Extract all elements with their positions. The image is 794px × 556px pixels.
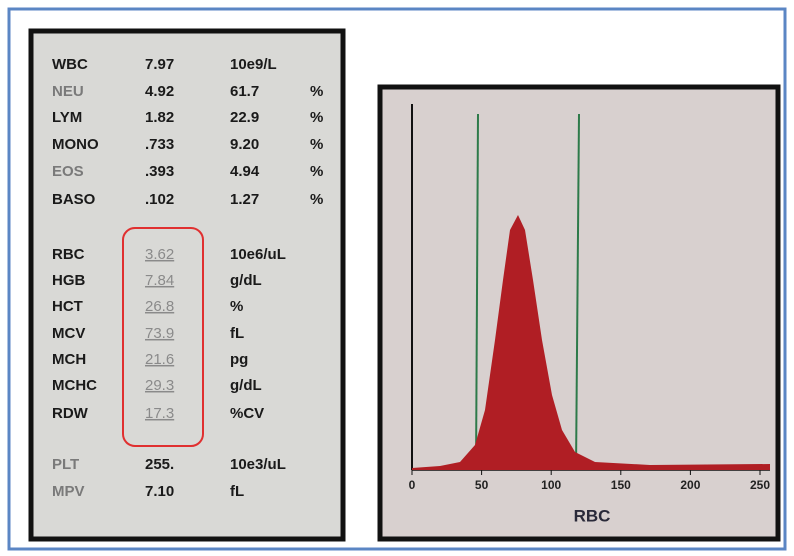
x-tick-label: 200	[680, 478, 700, 492]
x-tick-label: 100	[541, 478, 561, 492]
report-cell: %	[310, 83, 323, 100]
report-cell: 7.10	[145, 483, 174, 500]
report-cell: .393	[145, 163, 174, 180]
report-cell: 10e3/uL	[230, 456, 286, 473]
report-cell: MCV	[52, 325, 85, 342]
report-cell: WBC	[52, 56, 88, 73]
report-cell: 3.62	[145, 246, 174, 263]
x-tick-label: 150	[611, 478, 631, 492]
report-cell: .102	[145, 191, 174, 208]
report-cell: %	[230, 298, 243, 315]
report-cell: 9.20	[230, 136, 259, 153]
report-cell: MCHC	[52, 377, 97, 394]
x-tick-label: 50	[475, 478, 489, 492]
report-cell: 21.6	[145, 351, 174, 368]
x-tick-label: 0	[409, 478, 416, 492]
report-cell: 26.8	[145, 298, 174, 315]
report-cell: RBC	[52, 246, 85, 263]
report-cell: pg	[230, 351, 248, 368]
report-cell: HCT	[52, 298, 83, 315]
report-cell: 255.	[145, 456, 174, 473]
report-cell: NEU	[52, 83, 84, 100]
report-cell: .733	[145, 136, 174, 153]
report-cell: %	[310, 136, 323, 153]
report-cell: MCH	[52, 351, 86, 368]
report-cell: HGB	[52, 272, 86, 289]
report-cell: 7.97	[145, 56, 174, 73]
report-cell: g/dL	[230, 272, 262, 289]
report-cell: fL	[230, 325, 244, 342]
screen: RBC WBC 7.97 10e9/L NEU 4.92 61.7% LYM 1.82 22.9…	[0, 0, 794, 556]
report-cell: EOS	[52, 163, 84, 180]
report-cell: LYM	[52, 109, 82, 126]
report-cell: 22.9	[230, 109, 259, 126]
report-cell: BASO	[52, 191, 96, 208]
report-cell: 10e6/uL	[230, 246, 286, 263]
report-cell: 1.82	[145, 109, 174, 126]
report-cell: 61.7	[230, 83, 259, 100]
report-cell: PLT	[52, 456, 79, 473]
report-cell: fL	[230, 483, 244, 500]
x-tick-label: 250	[750, 478, 770, 492]
report-cell: MONO	[52, 136, 99, 153]
report-cell: 7.84	[145, 272, 174, 289]
report-cell: g/dL	[230, 377, 262, 394]
x-axis-title: RBC	[574, 506, 611, 525]
report-cell: 17.3	[145, 405, 174, 422]
report-cell: 4.92	[145, 83, 174, 100]
report-cell: 29.3	[145, 377, 174, 394]
report-cell: RDW	[52, 405, 89, 422]
report-cell: 10e9/L	[230, 56, 277, 73]
report-cell: 73.9	[145, 325, 174, 342]
report-cell: %CV	[230, 405, 264, 422]
report-cell: %	[310, 163, 323, 180]
report-cell: %	[310, 191, 323, 208]
report-cell: %	[310, 109, 323, 126]
report-cell: 4.94	[230, 163, 260, 180]
report-cell: MPV	[52, 483, 85, 500]
report-cell: 1.27	[230, 191, 259, 208]
